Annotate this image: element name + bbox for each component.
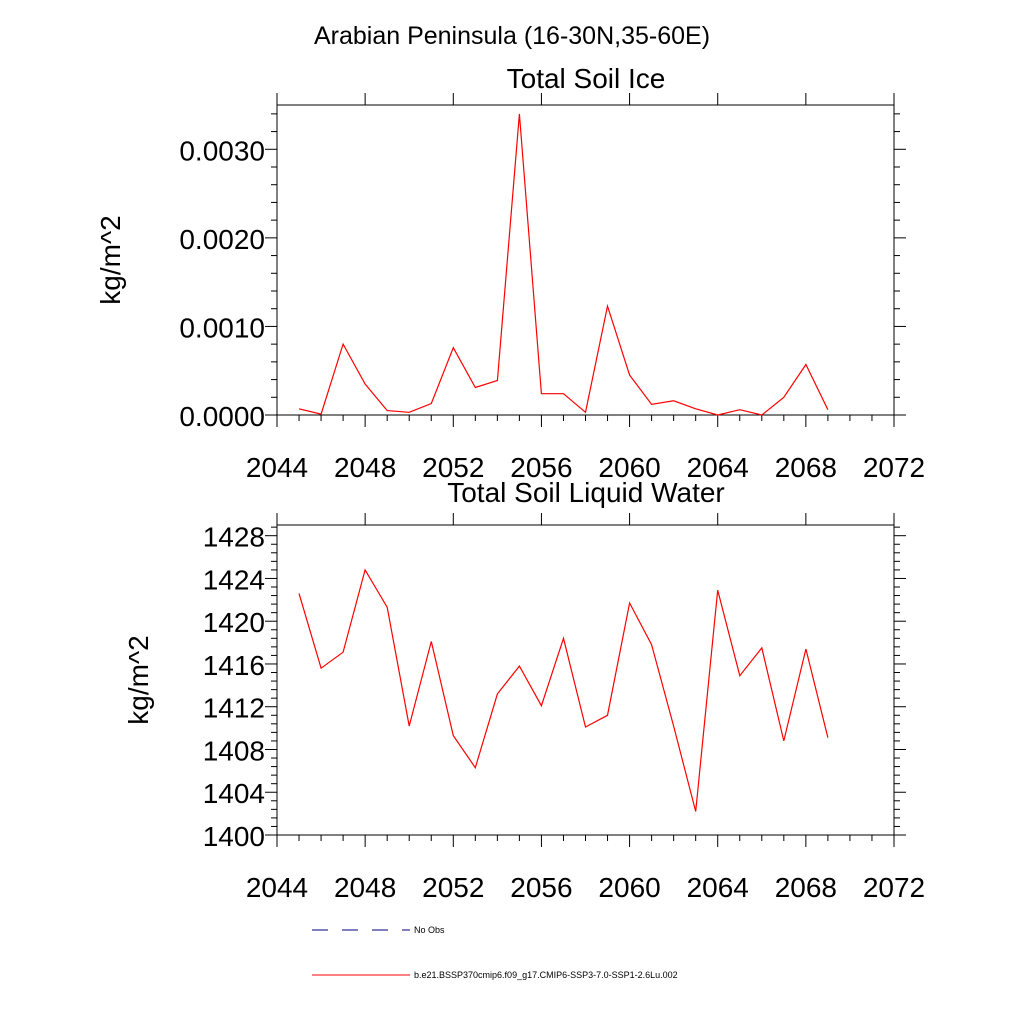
y-tick-label: 0.0020 [179, 224, 265, 255]
y-axis-label: kg/m^2 [95, 215, 126, 304]
x-tick-label: 2048 [334, 452, 396, 483]
panel-title: Total Soil Liquid Water [447, 477, 725, 508]
legend: No Obs b.e21.BSSP370cmip6.f09_g17.CMIP6-S… [312, 925, 678, 980]
y-tick-label: 1424 [203, 564, 265, 595]
x-tick-label: 2060 [598, 452, 660, 483]
x-tick-label: 2068 [775, 452, 837, 483]
x-tick-label: 2052 [422, 452, 484, 483]
y-tick-label: 1428 [203, 522, 265, 553]
y-tick-label: 1408 [203, 735, 265, 766]
x-tick-label: 2068 [775, 872, 837, 903]
y-tick-label: 1412 [203, 693, 265, 724]
series-line [298, 113, 829, 416]
series-line [298, 568, 829, 812]
x-tick-label: 2056 [510, 452, 572, 483]
panel-1: 2044 2048 2052 2056 2060 2064 2068 2072 0.0000 0.… [95, 63, 925, 483]
x-tick-label: 2044 [246, 452, 308, 483]
x-tick-label: 2072 [863, 872, 925, 903]
panel-title: Total Soil Ice [507, 63, 666, 94]
y-tick-label: 1404 [203, 778, 265, 809]
x-tick-label: 2052 [422, 872, 484, 903]
y-tick-label: 0.0000 [179, 401, 265, 432]
y-tick-label: 1420 [203, 607, 265, 638]
y-tick-label: 0.0010 [179, 312, 265, 343]
page-title: Arabian Peninsula (16-30N,35-60E) [314, 22, 710, 50]
y-tick-label: 1400 [203, 821, 265, 852]
y-axis-label: kg/m^2 [123, 635, 154, 724]
x-tick-label: 2064 [687, 452, 749, 483]
y-tick-label: 1416 [203, 650, 265, 681]
x-tick-label: 2048 [334, 872, 396, 903]
x-tick-label: 2060 [598, 872, 660, 903]
plot-frame [276, 524, 895, 836]
x-tick-label: 2056 [510, 872, 572, 903]
x-tick-label: 2044 [246, 872, 308, 903]
y-tick-label: 0.0030 [179, 135, 265, 166]
x-tick-label: 2072 [863, 452, 925, 483]
x-tick-label: 2064 [687, 872, 749, 903]
legend-label: No Obs [414, 925, 445, 935]
legend-label: b.e21.BSSP370cmip6.f09_g17.CMIP6-SSP3-7.… [414, 970, 678, 980]
plot-frame [276, 104, 895, 416]
panel-2: 2044 2048 2052 2056 2060 2064 2068 2072 1400 1404… [123, 477, 925, 903]
